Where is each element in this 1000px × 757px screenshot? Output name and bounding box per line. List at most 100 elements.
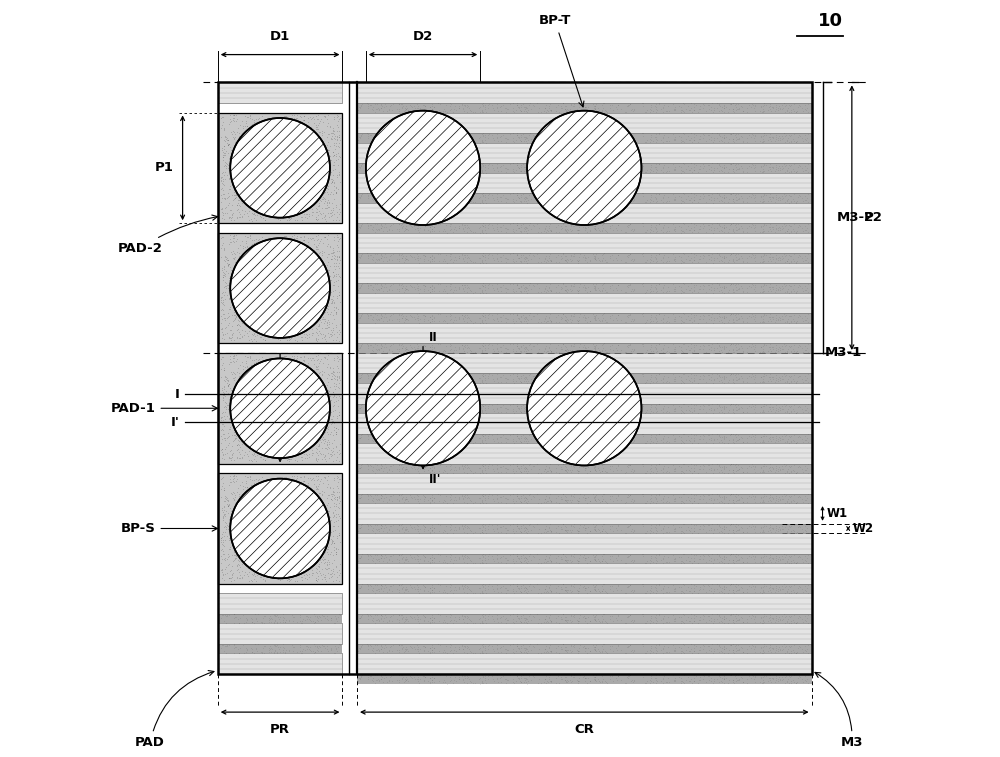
Point: [301, 313, 317, 326]
Point: [502, 549, 518, 561]
Point: [625, 526, 641, 538]
Point: [537, 673, 553, 685]
Point: [264, 255, 280, 267]
Point: [686, 344, 702, 357]
Point: [592, 496, 608, 508]
Point: [480, 643, 496, 655]
Point: [480, 282, 496, 294]
Point: [551, 407, 567, 419]
Point: [438, 640, 454, 653]
Point: [314, 129, 330, 141]
Point: [305, 518, 321, 530]
Point: [512, 135, 528, 147]
Point: [397, 372, 413, 385]
Point: [461, 312, 477, 324]
Point: [394, 638, 410, 650]
Point: [461, 463, 477, 475]
Point: [576, 309, 592, 321]
Point: [519, 673, 535, 685]
Point: [673, 194, 689, 206]
Point: [596, 127, 612, 139]
Point: [649, 555, 665, 567]
Point: [240, 138, 256, 150]
Point: [648, 166, 664, 178]
Point: [587, 644, 603, 656]
Point: [274, 447, 290, 459]
Point: [307, 552, 323, 564]
Point: [234, 317, 250, 329]
Point: [713, 224, 729, 236]
Point: [563, 609, 579, 621]
Point: [437, 435, 453, 447]
Point: [233, 513, 249, 525]
Point: [381, 224, 397, 236]
Point: [765, 251, 781, 263]
Point: [714, 616, 730, 628]
Point: [783, 430, 799, 442]
Point: [324, 127, 340, 139]
Point: [475, 167, 491, 179]
Point: [698, 375, 714, 388]
Point: [587, 674, 603, 687]
Point: [569, 644, 585, 656]
Point: [317, 350, 333, 363]
Point: [701, 279, 717, 291]
Point: [374, 310, 390, 322]
Point: [311, 407, 327, 419]
Point: [797, 404, 813, 416]
Point: [321, 332, 337, 344]
Point: [243, 213, 259, 225]
Point: [303, 354, 319, 366]
Point: [260, 278, 276, 290]
Point: [735, 376, 751, 388]
Point: [660, 401, 676, 413]
Point: [587, 671, 603, 684]
Point: [311, 559, 327, 572]
Point: [585, 639, 601, 651]
Point: [735, 406, 751, 418]
Point: [409, 338, 425, 350]
Point: [735, 285, 751, 298]
Point: [711, 135, 727, 147]
Point: [620, 309, 636, 321]
Point: [325, 150, 341, 162]
Point: [295, 385, 311, 397]
Point: [259, 208, 275, 220]
Point: [537, 253, 553, 265]
Point: [622, 398, 638, 410]
Point: [480, 459, 496, 472]
Point: [274, 251, 290, 263]
Point: [424, 669, 440, 681]
Point: [422, 431, 438, 444]
Point: [369, 104, 385, 116]
Point: [317, 193, 333, 205]
Point: [530, 136, 546, 148]
Point: [221, 212, 237, 224]
Point: [467, 316, 483, 329]
Point: [424, 225, 440, 237]
Point: [368, 403, 384, 416]
Point: [786, 188, 802, 201]
Point: [369, 344, 385, 356]
Point: [648, 522, 664, 534]
Point: [377, 218, 393, 230]
Point: [686, 639, 702, 651]
Point: [798, 284, 814, 296]
Point: [620, 220, 636, 232]
Point: [394, 157, 410, 170]
Point: [587, 310, 603, 322]
Point: [500, 163, 516, 175]
Point: [794, 132, 810, 144]
Point: [653, 314, 669, 326]
Point: [456, 105, 472, 117]
Point: [459, 129, 475, 141]
Point: [247, 517, 263, 529]
Point: [681, 164, 697, 176]
Point: [770, 555, 786, 567]
Point: [474, 376, 490, 388]
Point: [275, 646, 291, 659]
Point: [481, 157, 497, 170]
Point: [725, 217, 741, 229]
Point: [728, 157, 744, 170]
Point: [326, 509, 342, 522]
